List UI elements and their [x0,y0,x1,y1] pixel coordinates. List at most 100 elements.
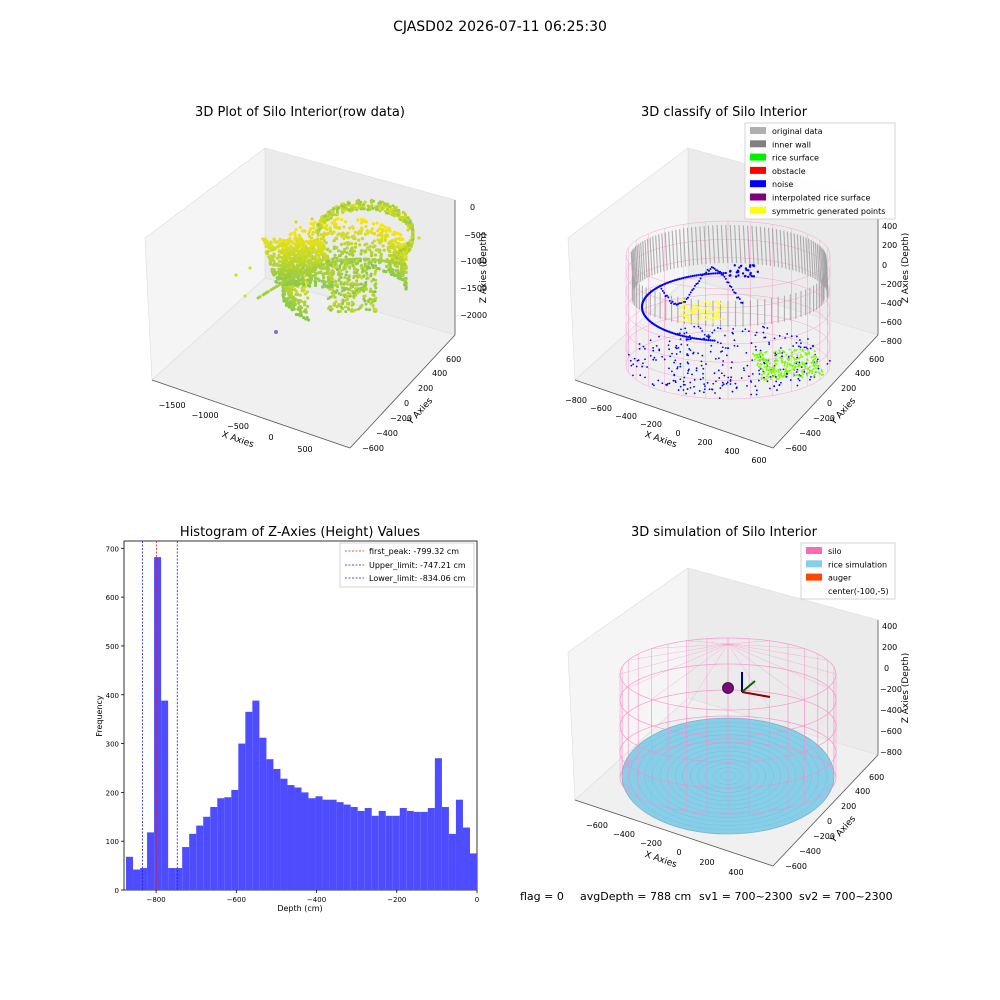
raw-point [348,252,352,256]
rice-point [808,366,811,369]
noise-point [689,386,692,389]
noise-point [747,269,750,272]
noise-point [715,380,717,383]
raw-point [391,204,395,208]
noise-point [722,383,725,386]
panel4-y-tick: 0 [827,817,832,826]
noise-point [731,331,734,334]
inner-wall-point [823,250,827,289]
raw-point [359,200,363,204]
noise-point [644,358,646,361]
panel2-legend-box [744,122,896,220]
symmetric-point [683,303,686,306]
noise-point [792,345,795,347]
noise-point [710,388,713,391]
panel1-y-tick: 600 [446,355,461,364]
raw-point [309,227,313,231]
noise-point [782,368,785,371]
silo-roof-line [727,640,770,645]
rice-point [780,371,783,374]
noise-point [683,332,686,335]
panel2-x-tick: −600 [590,404,612,413]
histogram-bar [252,700,260,890]
raw-point [290,240,295,244]
raw-point [357,205,361,209]
noise-point [797,378,800,380]
panel2-x-tick: −200 [640,420,662,429]
noise-point [698,280,701,283]
panel2-x-tick: −800 [565,396,587,405]
panel2-y-label: Y Axies [828,396,858,428]
raw-point [386,245,390,249]
noise-point [719,270,722,273]
raw-point [406,241,410,245]
noise-point [688,347,691,350]
noise-point [747,330,750,333]
rice-point [812,374,815,377]
panel1-points [234,198,421,334]
rice-point [767,373,770,376]
noise-point [720,350,722,353]
inner-wall-point [695,226,699,265]
rice-point [779,356,782,359]
raw-point [323,252,327,256]
noise-point [714,272,717,275]
raw-point [301,281,305,285]
noise-point [649,354,652,357]
symmetric-point [709,317,712,321]
raw-point [308,281,312,285]
raw-point [276,270,281,274]
raw-point [402,251,406,255]
raw-point [383,203,387,207]
raw-point [357,238,361,242]
noise-point [655,359,657,361]
raw-point [289,245,293,249]
raw-point [299,299,303,303]
noise-point [730,285,733,288]
raw-point [345,246,349,250]
noise-point [727,376,730,379]
noise-point [627,353,630,356]
noise-point [736,345,739,348]
raw-point [366,231,370,235]
rice-point [770,369,773,372]
noise-point [660,287,663,290]
histogram-bar [259,737,267,890]
noise-point [763,326,766,329]
histogram-bar [315,796,323,890]
raw-point [357,202,361,206]
panel4-y-tick: 600 [869,773,884,782]
raw-point [376,238,380,242]
raw-point [364,302,368,306]
raw-point [336,217,340,221]
histogram-bar [154,557,162,890]
noise-point [706,268,709,271]
raw-point [390,207,394,211]
noise-point [703,388,706,391]
raw-point [387,241,391,245]
raw-point [320,249,324,254]
raw-point [330,232,334,236]
raw-point [291,258,295,262]
noise-point [642,362,644,365]
raw-point [410,226,414,230]
rice-point [804,365,807,368]
legend-swatch [750,193,766,201]
rice-point [779,350,782,353]
noise-point [781,355,783,358]
noise-point [703,383,706,386]
noise-point [722,273,724,276]
panel1-x-tick: 0 [268,433,273,442]
noise-point [766,380,769,383]
inner-wall-point [805,237,809,276]
noise-point [800,366,803,369]
rice-point [767,360,770,363]
raw-point [355,279,359,283]
noise-point [718,377,721,379]
rice-point [783,351,786,354]
noise-point [723,374,726,377]
rice-point [783,361,786,364]
raw-point [325,267,330,271]
inner-wall-point [720,225,724,264]
raw-point [345,261,349,265]
